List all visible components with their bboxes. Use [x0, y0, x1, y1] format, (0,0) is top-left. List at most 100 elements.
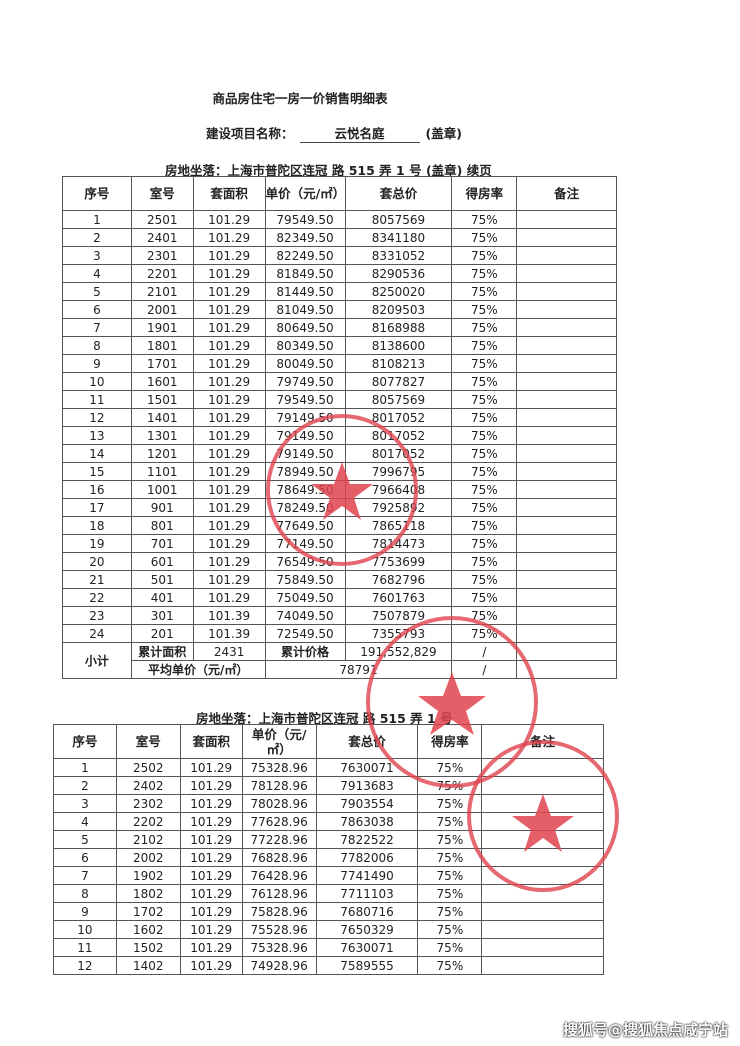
cell-remarks: [481, 830, 604, 849]
cell-unit-price: 80049.50: [264, 354, 346, 373]
cell-remarks: [481, 758, 604, 777]
column-header-efficiency-rate: 得房率: [451, 176, 518, 211]
cell-area: 101.29: [192, 444, 266, 463]
cell-remarks: [481, 956, 604, 975]
table-row: 7 1902 101.29 76428.96 7741490 75%: [53, 866, 604, 885]
cell-total-price: 8017052: [344, 408, 453, 427]
cell-room: 2202: [115, 812, 181, 831]
cell-efficiency-rate: 75%: [417, 794, 483, 813]
cell-index: 8: [62, 336, 132, 355]
cell-efficiency-rate: 75%: [451, 606, 518, 625]
cell-efficiency-rate: 75%: [451, 372, 518, 391]
cell-index: 5: [62, 282, 132, 301]
cell-unit-price: 75828.96: [241, 902, 317, 921]
cell-remarks: [516, 624, 617, 643]
cell-total-price: 7865118: [344, 516, 453, 535]
cell-room: 2001: [130, 300, 194, 319]
table-row: 12 1401 101.29 79149.50 8017052 75%: [62, 408, 617, 427]
column-header-room: 室号: [130, 176, 194, 211]
cell-total-price: 8057569: [344, 390, 453, 409]
column-header-unit-price: 单价（元/㎡）: [264, 176, 346, 211]
table-row: 20 601 101.29 76549.50 7753699 75%: [62, 552, 617, 571]
table-row: 21 501 101.29 75849.50 7682796 75%: [62, 570, 617, 589]
cell-unit-price: 79549.50: [264, 210, 346, 229]
cell-room: 301: [130, 606, 194, 625]
table-row: 6 2002 101.29 76828.96 7782006 75%: [53, 848, 604, 867]
cell-room: 1001: [130, 480, 194, 499]
cell-total-price: 7925892: [344, 498, 453, 517]
cell-index: 2: [62, 228, 132, 247]
cell-room: 2402: [115, 776, 181, 795]
cell-total-price: 7741490: [315, 866, 419, 885]
cell-room: 1401: [130, 408, 194, 427]
cell-unit-price: 78249.50: [264, 498, 346, 517]
cell-index: 17: [62, 498, 132, 517]
cell-unit-price: 75849.50: [264, 570, 346, 589]
cell-index: 5: [53, 830, 117, 849]
cell-efficiency-rate: 75%: [417, 776, 483, 795]
cell-efficiency-rate: 75%: [417, 902, 483, 921]
cell-unit-price: 79149.50: [264, 408, 346, 427]
table-row: 18 801 101.29 77649.50 7865118 75%: [62, 516, 617, 535]
column-header-area: 套面积: [192, 176, 266, 211]
cell-area: 101.29: [179, 884, 243, 903]
cell-unit-price: 74049.50: [264, 606, 346, 625]
cell-room: 1901: [130, 318, 194, 337]
cell-total-price: 7589555: [315, 956, 419, 975]
table-row: 13 1301 101.29 79149.50 8017052 75%: [62, 426, 617, 445]
cell-area: 101.39: [192, 624, 266, 643]
cell-area: 101.29: [192, 318, 266, 337]
document-title: 商品房住宅一房一价销售明细表: [212, 91, 388, 106]
cell-efficiency-rate: 75%: [417, 812, 483, 831]
subtotal-row-1: 小计 累计面积 2431 累计价格 191,552,829 /: [62, 642, 617, 679]
cell-room: 901: [130, 498, 194, 517]
cell-total-price: 7996795: [344, 462, 453, 481]
cell-efficiency-rate: 75%: [451, 408, 518, 427]
cell-efficiency-rate: 75%: [451, 480, 518, 499]
cell-remarks: [516, 426, 617, 445]
cell-index: 24: [62, 624, 132, 643]
cell-total-price: 7630071: [315, 938, 419, 957]
column-header-index: 序号: [53, 724, 117, 759]
cell-total-price: 7863038: [315, 812, 419, 831]
cell-index: 9: [62, 354, 132, 373]
cell-remarks: [516, 444, 617, 463]
column-header-remarks: 备注: [516, 176, 617, 211]
cell-room: 501: [130, 570, 194, 589]
cell-remarks: [516, 552, 617, 571]
cell-index: 7: [53, 866, 117, 885]
cell-room: 801: [130, 516, 194, 535]
cell-efficiency-rate: 75%: [451, 228, 518, 247]
location-suffix: (盖章) 续页: [425, 163, 492, 178]
cell-total-price: 7903554: [315, 794, 419, 813]
cumulative-rate: /: [451, 642, 518, 661]
cell-total-price: 7753699: [344, 552, 453, 571]
cell-room: 701: [130, 534, 194, 553]
cell-remarks: [516, 390, 617, 409]
table-row: 1 2502 101.29 75328.96 7630071 75%: [53, 758, 604, 777]
cell-remarks: [516, 300, 617, 319]
cell-efficiency-rate: 75%: [417, 758, 483, 777]
subtotal-row-2: 平均单价（元/㎡） 78791 /: [63, 660, 617, 679]
cell-index: 19: [62, 534, 132, 553]
cell-room: 2502: [115, 758, 181, 777]
cell-total-price: 8209503: [344, 300, 453, 319]
average-price: 78791: [264, 660, 453, 679]
cell-total-price: 7782006: [315, 848, 419, 867]
cell-index: 10: [53, 920, 117, 939]
cell-efficiency-rate: 75%: [451, 282, 518, 301]
column-header-index: 序号: [62, 176, 132, 211]
table-row: 19 701 101.29 77149.50 7814473 75%: [62, 534, 617, 553]
cell-area: 101.29: [192, 408, 266, 427]
cumulative-note: [516, 642, 617, 661]
cell-area: 101.29: [179, 938, 243, 957]
cell-total-price: 7822522: [315, 830, 419, 849]
table-row: 14 1201 101.29 79149.50 8017052 75%: [62, 444, 617, 463]
cell-remarks: [516, 408, 617, 427]
cell-remarks: [481, 884, 604, 903]
cell-index: 21: [62, 570, 132, 589]
table-row: 8 1802 101.29 76128.96 7711103 75%: [53, 884, 604, 903]
cell-index: 11: [53, 938, 117, 957]
cell-unit-price: 81049.50: [264, 300, 346, 319]
cell-total-price: 8138600: [344, 336, 453, 355]
